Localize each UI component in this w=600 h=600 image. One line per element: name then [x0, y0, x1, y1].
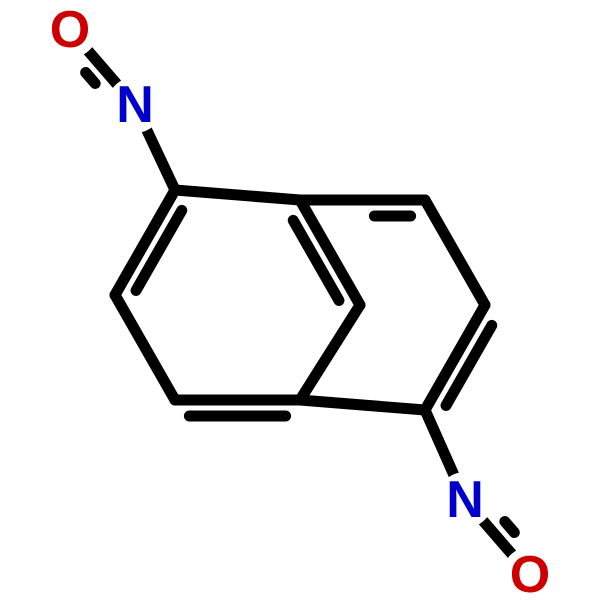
bond-single [425, 200, 485, 305]
bond-double-inner [505, 522, 514, 533]
atom-label-o: O [50, 1, 90, 59]
molecule-diagram: NONO [0, 0, 600, 600]
bond-single [300, 305, 360, 400]
bond-single [425, 410, 454, 474]
bond-double-inner [86, 73, 95, 84]
bond-single [147, 130, 175, 190]
bond-single [175, 190, 300, 200]
bond-single [300, 400, 425, 410]
atom-label-o: O [510, 546, 550, 600]
atom-label-n: N [446, 471, 484, 529]
bond-single [115, 295, 175, 400]
atom-label-n: N [116, 76, 154, 134]
